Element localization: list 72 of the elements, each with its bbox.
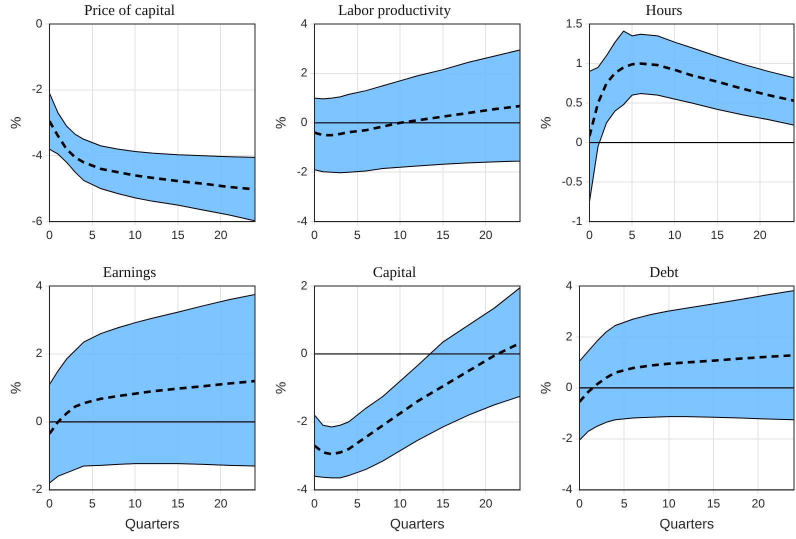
y-tick-label: -2 — [296, 414, 308, 428]
y-tick-label: -4 — [296, 214, 308, 228]
x-tick-label: 20 — [479, 228, 493, 242]
y-tick-label: 2 — [566, 329, 573, 344]
x-tick-label: 0 — [311, 228, 318, 242]
y-tick-label: 4 — [300, 16, 308, 30]
y-tick-label: 4 — [566, 278, 573, 292]
x-tick-label: 10 — [668, 228, 682, 242]
x-axis-title: Quarters — [125, 515, 180, 532]
y-tick-label: 2 — [36, 346, 43, 360]
y-tick-label: 0 — [576, 134, 583, 149]
x-tick-label: 10 — [662, 496, 676, 510]
y-tick-label: -6 — [32, 214, 43, 228]
x-tick-label: 15 — [706, 496, 721, 510]
y-axis-title: % — [7, 382, 24, 394]
chart-title: Labor productivity — [338, 2, 452, 19]
y-tick-label: 1 — [576, 56, 583, 70]
x-tick-label: 10 — [128, 496, 142, 510]
x-axis-title: Quarters — [660, 515, 714, 532]
y-tick-label: 4 — [36, 278, 43, 292]
y-axis-title: % — [537, 382, 554, 394]
y-tick-label: 0 — [300, 115, 308, 130]
x-tick-label: 15 — [436, 228, 450, 242]
y-tick-label: -4 — [32, 148, 43, 162]
x-axis-title: Quarters — [390, 515, 444, 532]
y-axis-title: % — [537, 116, 554, 130]
x-tick-label: 20 — [479, 496, 493, 510]
y-tick-label: -4 — [296, 482, 308, 496]
x-tick-label: 5 — [620, 496, 628, 510]
y-tick-label: -2 — [562, 431, 573, 446]
x-tick-label: 5 — [354, 228, 361, 242]
y-tick-label: -2 — [296, 164, 308, 179]
y-tick-label: 2 — [300, 66, 308, 80]
x-tick-label: 5 — [88, 228, 96, 242]
x-tick-label: 0 — [46, 496, 54, 510]
y-tick-label: 0 — [300, 346, 308, 360]
y-tick-label: -0.5 — [562, 174, 583, 188]
x-tick-label: 0 — [311, 496, 318, 510]
x-tick-label: 20 — [753, 228, 767, 242]
x-tick-label: 15 — [171, 228, 185, 242]
x-tick-label: 5 — [354, 496, 361, 510]
x-tick-label: 10 — [393, 228, 408, 242]
chart-title: Price of capital — [84, 2, 175, 19]
x-tick-label: 20 — [752, 496, 766, 510]
x-tick-label: 0 — [46, 228, 54, 242]
y-tick-label: 1.5 — [566, 16, 583, 30]
y-tick-label: 0.5 — [566, 95, 583, 110]
chart-title: Hours — [646, 2, 682, 19]
x-tick-label: 5 — [88, 496, 96, 510]
chart-title: Capital — [372, 264, 416, 281]
x-tick-label: 0 — [586, 228, 594, 242]
x-tick-label: 5 — [628, 228, 636, 242]
y-tick-label: -4 — [562, 482, 573, 496]
chart-title: Debt — [649, 264, 680, 281]
y-tick-label: 2 — [300, 278, 308, 292]
x-tick-label: 20 — [214, 228, 228, 242]
y-tick-label: -2 — [32, 82, 43, 96]
chart-title: Earnings — [102, 264, 156, 281]
x-tick-label: 15 — [436, 496, 450, 510]
x-tick-label: 15 — [171, 496, 185, 510]
y-tick-label: 0 — [36, 16, 43, 30]
y-axis-title: % — [272, 382, 288, 394]
y-tick-label: -1 — [572, 214, 583, 228]
x-tick-label: 20 — [214, 496, 228, 510]
x-tick-label: 10 — [128, 228, 142, 242]
y-tick-label: -2 — [32, 482, 43, 496]
y-tick-label: 0 — [566, 380, 573, 394]
x-tick-label: 15 — [710, 228, 724, 242]
y-axis-title: % — [7, 116, 24, 130]
x-tick-label: 10 — [393, 496, 408, 510]
y-axis-title: % — [272, 116, 288, 130]
y-tick-label: 0 — [36, 414, 43, 428]
